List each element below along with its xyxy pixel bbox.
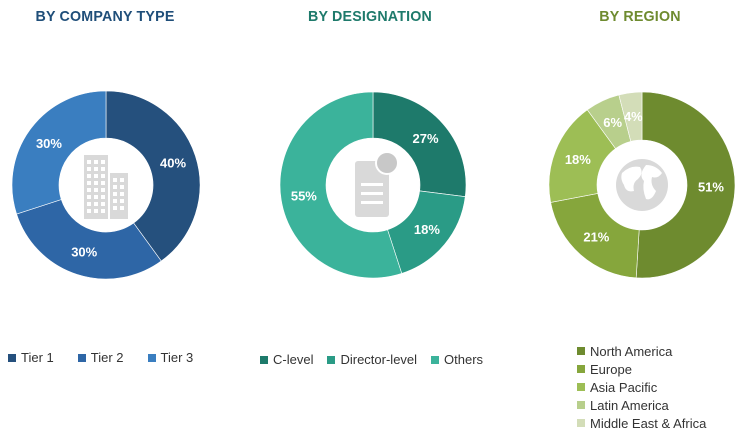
legend-swatch — [577, 383, 585, 391]
legend-item: Asia Pacific — [577, 378, 706, 396]
legend-swatch — [147, 353, 156, 362]
legend-label: Middle East & Africa — [590, 415, 707, 431]
data-label: 51% — [698, 180, 724, 195]
data-label: 21% — [583, 229, 609, 244]
data-label: 30% — [36, 136, 62, 151]
legend-label: North America — [590, 343, 673, 359]
legend-item: Director-level — [327, 352, 417, 367]
legend-label: Europe — [590, 361, 632, 377]
legend-swatch — [77, 353, 86, 362]
legend-item: Middle East & Africa — [577, 414, 706, 432]
legend-label: Others — [444, 352, 484, 367]
legend-item: C-level — [260, 352, 313, 367]
building-icon — [84, 155, 128, 219]
legend-item: North America — [577, 342, 706, 360]
data-label: 18% — [414, 222, 440, 237]
designation-donut: 27% 18% 55% — [279, 91, 467, 279]
legend-item: Others — [431, 352, 483, 367]
legend-swatch — [577, 365, 585, 373]
legend-label: Asia Pacific — [590, 379, 658, 395]
legend-swatch — [577, 419, 585, 427]
donut-slice — [11, 90, 107, 215]
globe-icon — [616, 159, 668, 211]
donut-slice — [16, 199, 162, 280]
legend-label: Tier 2 — [90, 350, 124, 365]
donut-slice — [105, 90, 201, 262]
donut-slice — [279, 91, 403, 279]
legend-item: Tier 1 — [8, 350, 54, 365]
legend-label: Tier 3 — [160, 350, 194, 365]
company-type-panel: BY COMPANY TYPE 40% 30% 30% Tier 1 Tier 2 Ti… — [0, 0, 210, 445]
region-legend: North America Europe Asia Pacific Latin Ame… — [577, 342, 706, 432]
chart-title: BY REGION — [599, 8, 681, 25]
data-label: 4% — [624, 109, 643, 124]
legend-label: C-level — [273, 352, 314, 367]
legend-swatch — [431, 355, 440, 364]
data-label: 40% — [160, 156, 186, 171]
legend-item: Tier 3 — [147, 350, 194, 365]
legend-item: Latin America — [577, 396, 706, 414]
data-label: 30% — [71, 245, 97, 260]
legend-swatch — [577, 347, 585, 355]
legend-label: Director-level — [340, 352, 418, 367]
designation-panel: BY DESIGNATION 27% 18% 55% C-level Director… — [260, 0, 483, 445]
legend-swatch — [577, 401, 585, 409]
legend-label: Latin America — [590, 397, 669, 413]
document-certificate-icon — [355, 151, 399, 217]
legend-swatch — [327, 355, 336, 364]
legend-item: Tier 2 — [77, 350, 124, 365]
region-panel: BY REGION 51% 21% 18% 6% 4% North America Eur… — [535, 0, 745, 445]
donut-slice — [618, 91, 643, 142]
legend-item: Europe — [577, 360, 706, 378]
legend-swatch — [260, 355, 268, 364]
legend-label: Tier 1 — [21, 350, 54, 365]
donut-slice — [372, 91, 467, 197]
chart-title: BY DESIGNATION — [307, 8, 433, 25]
company-type-donut: 40% 30% 30% — [11, 90, 201, 280]
chart-title: BY COMPANY TYPE — [35, 8, 175, 25]
designation-legend: C-level Director-level Others — [260, 352, 483, 367]
data-label: 27% — [412, 131, 438, 146]
data-label: 55% — [291, 188, 317, 203]
region-donut: 51% 21% 18% 6% 4% — [548, 91, 736, 279]
donut-slice — [635, 91, 736, 279]
data-label: 6% — [603, 115, 622, 130]
legend-swatch — [8, 353, 16, 362]
company-type-legend: Tier 1 Tier 2 Tier 3 — [8, 350, 193, 365]
data-label: 18% — [565, 152, 591, 167]
donut-slice — [550, 193, 640, 279]
